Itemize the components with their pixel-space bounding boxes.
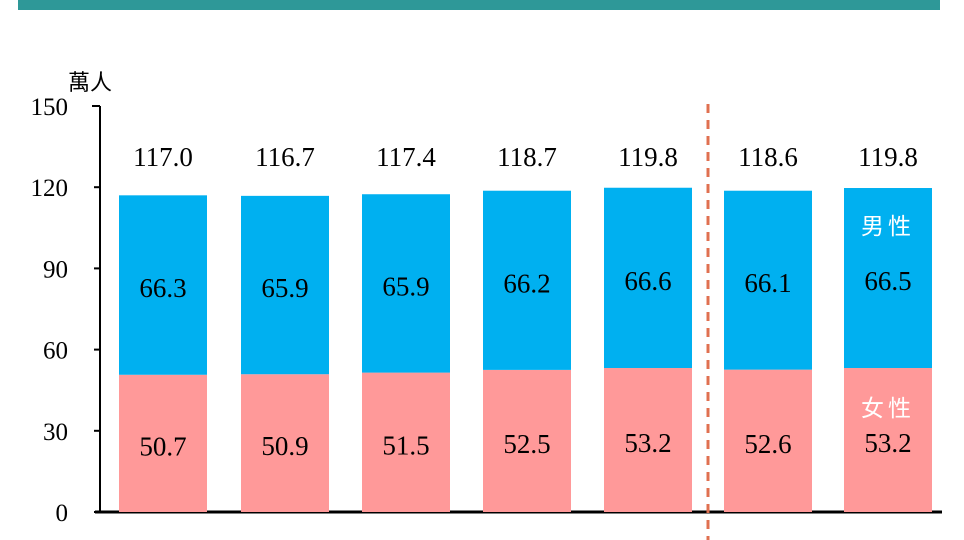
- y-tick-label: 150: [31, 94, 69, 121]
- y-tick-label: 90: [43, 256, 68, 283]
- data-label-female: 53.2: [864, 428, 911, 458]
- data-label-female: 52.5: [503, 429, 550, 459]
- data-label-male: 65.9: [261, 273, 308, 303]
- bar-male: [241, 195, 329, 375]
- data-label-female: 52.6: [744, 429, 791, 459]
- y-axis-label: 萬人: [68, 70, 112, 95]
- data-label-female: 50.7: [139, 431, 186, 461]
- data-label-total: 119.8: [858, 142, 918, 172]
- bar-male: [362, 194, 450, 373]
- data-label-male: 66.2: [503, 268, 550, 298]
- data-label-total: 117.0: [133, 142, 193, 172]
- legend-male: 男性: [861, 214, 915, 239]
- y-tick-label: 30: [43, 419, 68, 446]
- y-tick-label: 120: [31, 175, 69, 202]
- data-label-male: 65.9: [382, 271, 429, 301]
- data-label-female: 53.2: [624, 428, 671, 458]
- bar-female: [724, 369, 812, 512]
- bar-female: [241, 374, 329, 512]
- data-label-total: 117.4: [376, 142, 436, 172]
- data-label-male: 66.1: [744, 268, 791, 298]
- bar-male: [119, 195, 207, 375]
- data-label-total: 118.7: [497, 142, 557, 172]
- data-label-male: 66.5: [864, 266, 911, 296]
- bar-female: [119, 374, 207, 512]
- bar-female: [604, 368, 692, 512]
- header-bar: [18, 0, 940, 10]
- legend-female: 女性: [861, 396, 915, 421]
- y-tick-label: 60: [43, 338, 68, 365]
- data-label-female: 50.9: [261, 431, 308, 461]
- data-label-male: 66.6: [624, 266, 671, 296]
- data-label-total: 118.6: [738, 142, 798, 172]
- bar-male: [724, 190, 812, 370]
- data-label-female: 51.5: [382, 430, 429, 460]
- bar-male: [483, 190, 571, 370]
- bar-male: [604, 187, 692, 369]
- bar-female: [362, 372, 450, 512]
- data-label-male: 66.3: [139, 273, 186, 303]
- bar-male: [844, 188, 932, 369]
- bar-female: [483, 369, 571, 512]
- data-label-total: 119.8: [618, 142, 678, 172]
- bar-female: [844, 368, 932, 512]
- data-label-total: 116.7: [255, 142, 315, 172]
- y-tick-label: 0: [56, 500, 69, 527]
